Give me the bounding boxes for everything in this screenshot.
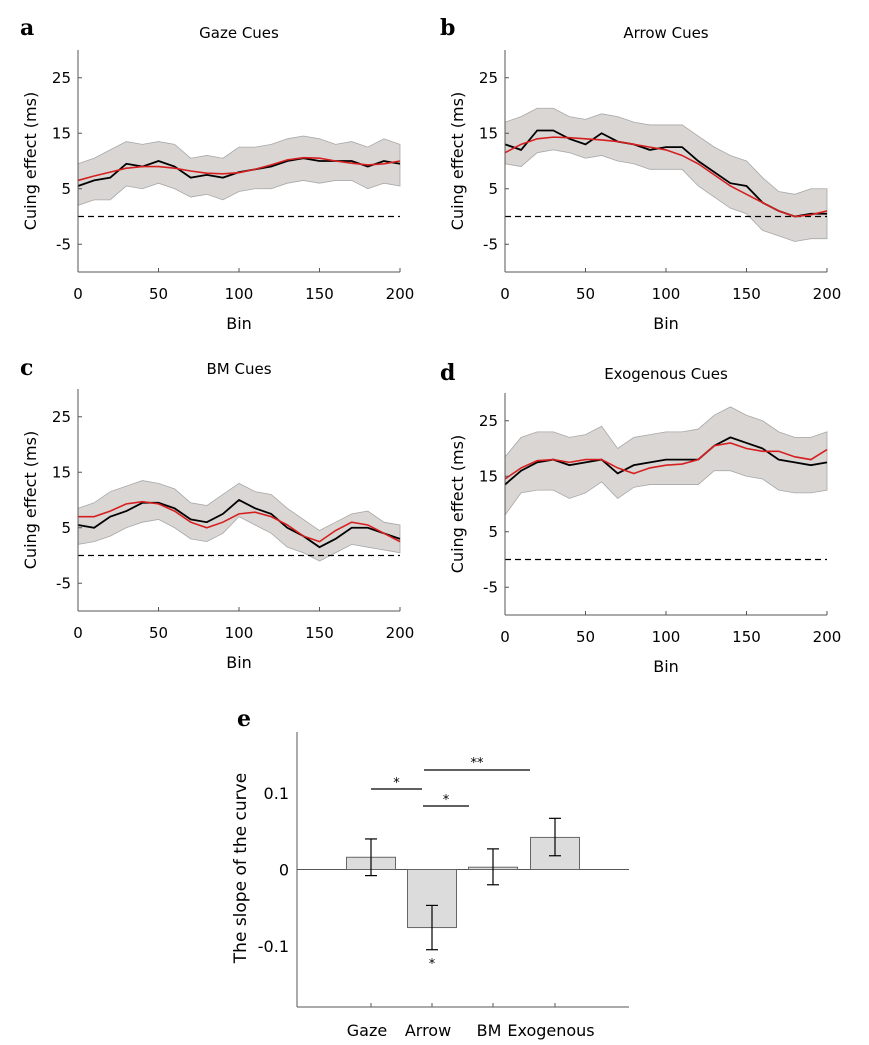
- panel-d: d Exogenous Cues 0 50 100 150 200 -5 5 15 25 Bin Cui…: [440, 360, 841, 676]
- x-tick-label: 50: [149, 285, 168, 303]
- fitted-curve: [77, 156, 401, 182]
- y-tick-label: 25: [479, 69, 498, 87]
- x-tick-label: 50: [576, 285, 595, 303]
- x-tick-label: 100: [225, 285, 254, 303]
- y-tick-label: 5: [488, 523, 498, 541]
- x-axis-label: Bin: [226, 314, 252, 333]
- y-axis-label: Cuing effect (ms): [21, 431, 40, 569]
- panel-c: c BM Cues 0 50 100 150 200 -5 5 15 25 Bin Cuing effe…: [20, 355, 414, 672]
- fitted-curve: [504, 442, 828, 480]
- y-tick-label: 5: [61, 180, 71, 198]
- significance-marker: *: [443, 793, 450, 808]
- y-tick-label: 5: [61, 519, 71, 537]
- y-tick-label: -5: [483, 235, 498, 253]
- fitted-curve: [78, 500, 401, 543]
- x-tick-label: 100: [652, 285, 681, 303]
- panel-letter: c: [20, 355, 33, 381]
- significance-marker: *: [393, 776, 400, 791]
- y-tick-label: 0: [279, 861, 289, 880]
- y-tick-label: -0.1: [258, 937, 289, 956]
- y-tick-label: -5: [56, 235, 71, 253]
- y-tick-label: 25: [479, 412, 498, 430]
- y-tick-label: 25: [52, 408, 71, 426]
- x-tick-label: 50: [149, 624, 168, 642]
- bar-significance-marker: *: [429, 957, 436, 972]
- panel-a: a Gaze Cues 0 50 100 150 200 -5 5 15 25 Bin Cuing ef…: [20, 15, 414, 333]
- y-tick-label: 15: [52, 463, 71, 481]
- x-tick-label: BM: [477, 1021, 502, 1040]
- x-tick-label: 150: [305, 624, 334, 642]
- chart-title: Gaze Cues: [199, 24, 279, 42]
- x-tick-label: 0: [500, 285, 510, 303]
- x-tick-label: 150: [732, 285, 761, 303]
- x-tick-label: 150: [732, 628, 761, 646]
- x-tick-label: 200: [813, 628, 842, 646]
- y-tick-label: 15: [479, 124, 498, 142]
- significance-marker: **: [471, 756, 485, 771]
- chart-title: Arrow Cues: [623, 24, 708, 42]
- chart-title: BM Cues: [206, 360, 271, 378]
- x-tick-label: 50: [576, 628, 595, 646]
- x-tick-label: Gaze: [347, 1021, 387, 1040]
- confidence-band: [77, 135, 401, 206]
- fitted-curve: [504, 136, 828, 218]
- mean-cuing-line: [504, 436, 828, 486]
- panel-letter: b: [440, 15, 455, 41]
- x-tick-label: 200: [386, 624, 415, 642]
- chart-title: Exogenous Cues: [604, 365, 728, 383]
- x-axis-label: Bin: [226, 653, 252, 672]
- x-tick-label: Exogenous: [507, 1021, 594, 1040]
- y-axis-label: Cuing effect (ms): [448, 435, 467, 573]
- x-tick-label: 0: [500, 628, 510, 646]
- panel-b: b Arrow Cues 0 50 100 150 200 -5 5 15 25 Bin Cuing e…: [440, 15, 841, 333]
- confidence-band: [77, 480, 401, 562]
- x-tick-label: 150: [305, 285, 334, 303]
- panel-letter: e: [237, 706, 251, 732]
- x-axis-label: Bin: [653, 314, 679, 333]
- x-tick-label: 100: [225, 624, 254, 642]
- x-tick-label: 0: [73, 285, 83, 303]
- y-tick-label: -5: [56, 574, 71, 592]
- y-tick-label: 0.1: [264, 784, 289, 803]
- x-tick-label: 200: [813, 285, 842, 303]
- confidence-band: [504, 107, 828, 242]
- x-tick-label: Arrow: [405, 1021, 451, 1040]
- x-tick-label: 200: [386, 285, 415, 303]
- panel-letter: d: [440, 360, 455, 386]
- y-axis-label: The slope of the curve: [231, 773, 251, 964]
- x-tick-label: 0: [73, 624, 83, 642]
- y-axis-label: Cuing effect (ms): [21, 92, 40, 230]
- y-tick-label: 25: [52, 69, 71, 87]
- x-tick-label: 100: [652, 628, 681, 646]
- y-tick-label: 15: [479, 467, 498, 485]
- confidence-band: [504, 406, 828, 517]
- y-tick-label: -5: [483, 578, 498, 596]
- y-tick-label: 15: [52, 124, 71, 142]
- y-tick-label: 5: [488, 180, 498, 198]
- mean-cuing-line: [77, 498, 401, 549]
- x-axis-label: Bin: [653, 657, 679, 676]
- panel-letter: a: [20, 15, 34, 41]
- y-axis-label: Cuing effect (ms): [448, 92, 467, 230]
